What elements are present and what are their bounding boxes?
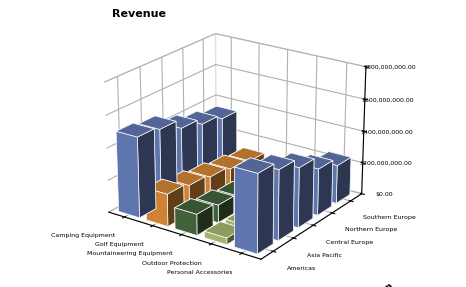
Text: Revenue: Revenue xyxy=(112,9,166,19)
Y-axis label: Region: Region xyxy=(358,280,396,287)
